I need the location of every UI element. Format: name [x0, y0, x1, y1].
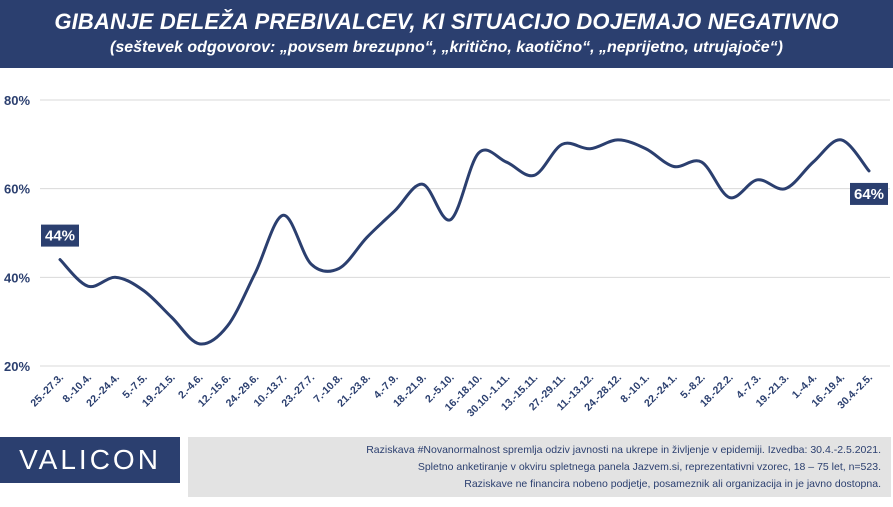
chart-title: GIBANJE DELEŽA PREBIVALCEV, KI SITUACIJO… [54, 9, 839, 34]
data-label-box [41, 224, 79, 247]
chart-header: GIBANJE DELEŽA PREBIVALCEV, KI SITUACIJO… [0, 0, 893, 68]
series-line [58, 138, 871, 346]
y-tick-label: 40% [4, 270, 30, 285]
line-chart: 20%40%60%80%25.-27.3.8.-10.4.22.-24.4.5.… [4, 93, 890, 419]
footer-note-line: Raziskava #Novanormalnost spremlja odziv… [366, 444, 881, 456]
y-tick-label: 60% [4, 182, 30, 197]
footer-note-line: Spletno anketiranje v okviru spletnega p… [417, 461, 881, 473]
valicon-logo: VALICON [0, 437, 180, 483]
data-label: 44% [45, 228, 75, 245]
footer-note: Raziskava #Novanormalnost spremlja odziv… [188, 437, 891, 497]
footer-note-line: Raziskave ne financira nobeno podjetje, … [464, 478, 881, 490]
y-tick-label: 80% [4, 93, 30, 108]
y-tick-label: 20% [4, 359, 30, 374]
data-label-box [850, 182, 888, 205]
data-label: 64% [854, 186, 884, 203]
x-tick-label: 25.-27.3. [28, 372, 66, 410]
chart-subtitle: (seštevek odgovorov: „povsem brezupno“, … [110, 39, 783, 56]
